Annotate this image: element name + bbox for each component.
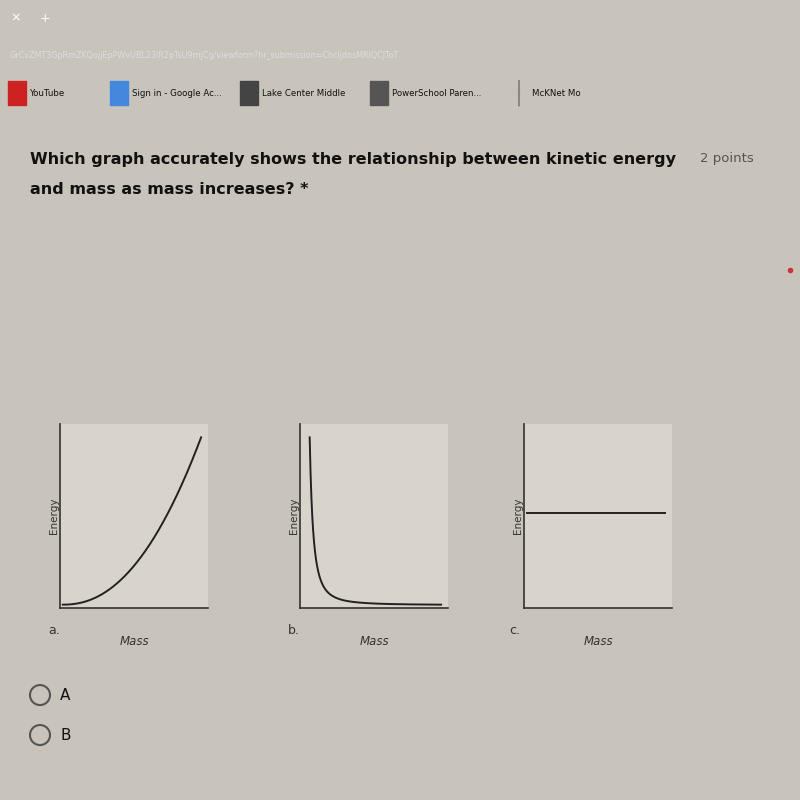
Text: Mass: Mass: [119, 635, 149, 648]
Text: Mass: Mass: [583, 635, 613, 648]
Text: 2 points: 2 points: [700, 152, 754, 166]
Text: Which graph accurately shows the relationship between kinetic energy: Which graph accurately shows the relatio…: [30, 152, 676, 167]
FancyBboxPatch shape: [8, 81, 26, 106]
Text: ×: ×: [10, 11, 21, 25]
Text: YouTube: YouTube: [30, 89, 66, 98]
Text: PowerSchool Paren...: PowerSchool Paren...: [392, 89, 482, 98]
Text: +: +: [40, 11, 50, 25]
FancyBboxPatch shape: [110, 81, 128, 106]
Text: GrCvZMT3GpRmZKQojjEpPWvUBL23IR2pTsU9mjCg/viewform?hr_submission=ChcljdnsMRIQCJTo: GrCvZMT3GpRmZKQojjEpPWvUBL23IR2pTsU9mjCg…: [10, 51, 399, 61]
Text: Lake Center Middle: Lake Center Middle: [262, 89, 346, 98]
Text: and mass as mass increases? *: and mass as mass increases? *: [30, 182, 309, 198]
Y-axis label: Energy: Energy: [289, 498, 298, 534]
Text: Mass: Mass: [359, 635, 389, 648]
Text: B: B: [60, 727, 70, 742]
Text: a.: a.: [48, 624, 60, 637]
Text: Sign in - Google Ac...: Sign in - Google Ac...: [132, 89, 222, 98]
Y-axis label: Energy: Energy: [49, 498, 58, 534]
Y-axis label: Energy: Energy: [513, 498, 522, 534]
Text: c.: c.: [509, 624, 520, 637]
Text: McKNet Mo: McKNet Mo: [532, 89, 581, 98]
FancyBboxPatch shape: [240, 81, 258, 106]
FancyBboxPatch shape: [370, 81, 388, 106]
Text: A: A: [60, 687, 70, 702]
Text: b.: b.: [288, 624, 300, 637]
